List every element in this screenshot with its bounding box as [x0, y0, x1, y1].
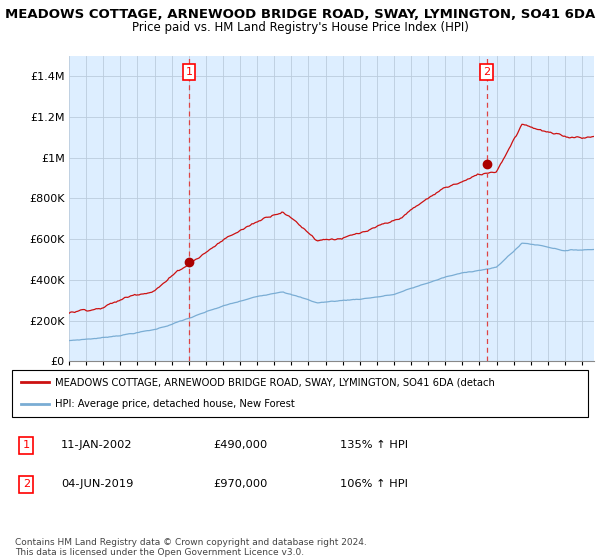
- Text: 1: 1: [23, 440, 30, 450]
- Text: MEADOWS COTTAGE, ARNEWOOD BRIDGE ROAD, SWAY, LYMINGTON, SO41 6DA (detach: MEADOWS COTTAGE, ARNEWOOD BRIDGE ROAD, S…: [55, 377, 495, 388]
- Text: Price paid vs. HM Land Registry's House Price Index (HPI): Price paid vs. HM Land Registry's House …: [131, 21, 469, 34]
- Text: 135% ↑ HPI: 135% ↑ HPI: [340, 440, 409, 450]
- Text: £490,000: £490,000: [214, 440, 268, 450]
- Text: Contains HM Land Registry data © Crown copyright and database right 2024.
This d: Contains HM Land Registry data © Crown c…: [15, 538, 367, 557]
- FancyBboxPatch shape: [12, 370, 588, 417]
- Text: 2: 2: [483, 67, 490, 77]
- Text: 106% ↑ HPI: 106% ↑ HPI: [340, 479, 409, 489]
- Text: 1: 1: [186, 67, 193, 77]
- Text: MEADOWS COTTAGE, ARNEWOOD BRIDGE ROAD, SWAY, LYMINGTON, SO41 6DA: MEADOWS COTTAGE, ARNEWOOD BRIDGE ROAD, S…: [5, 8, 595, 21]
- Text: 2: 2: [23, 479, 30, 489]
- Text: HPI: Average price, detached house, New Forest: HPI: Average price, detached house, New …: [55, 399, 295, 409]
- Text: 11-JAN-2002: 11-JAN-2002: [61, 440, 133, 450]
- Text: £970,000: £970,000: [214, 479, 268, 489]
- Text: 04-JUN-2019: 04-JUN-2019: [61, 479, 133, 489]
